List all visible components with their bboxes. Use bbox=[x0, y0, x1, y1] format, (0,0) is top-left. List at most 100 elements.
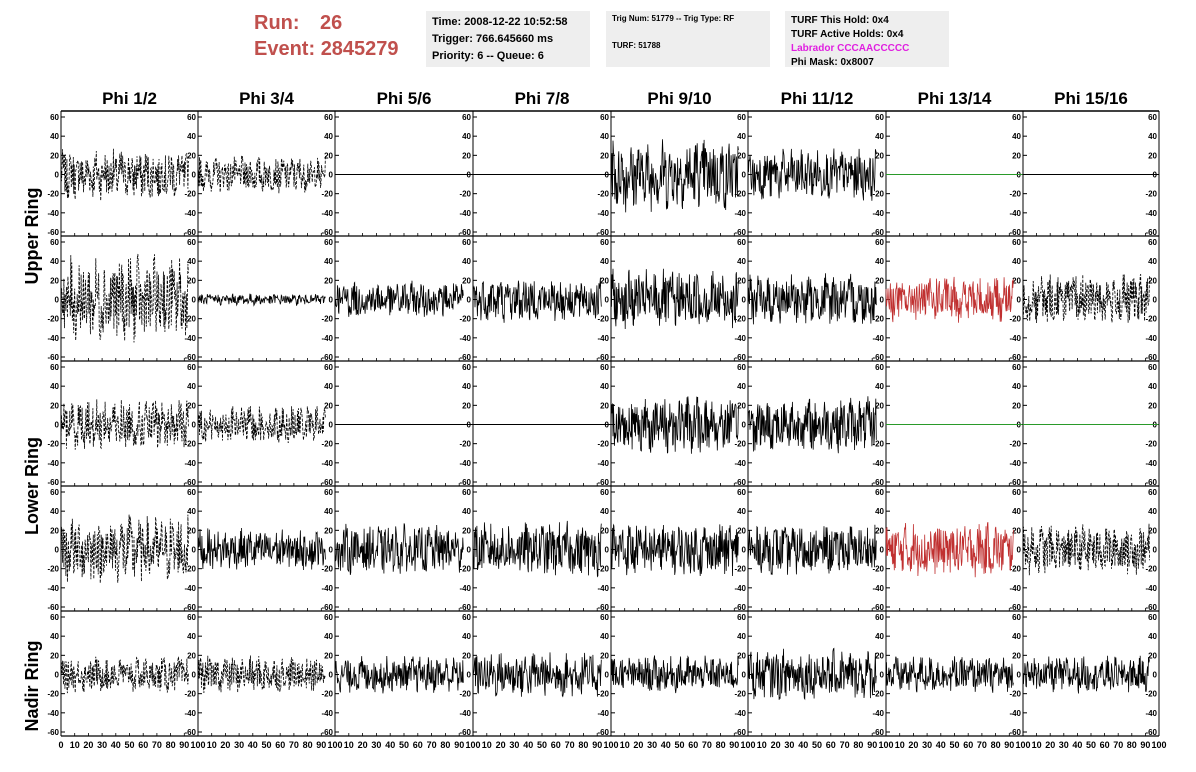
y-tick-label: 20 bbox=[875, 526, 884, 535]
y-tick-label: -20 bbox=[1009, 565, 1021, 574]
x-tick-label: 40 bbox=[248, 740, 258, 750]
run-row: Run: 26 bbox=[254, 10, 399, 36]
x-tick-label: 100 bbox=[1151, 740, 1166, 750]
y-tick-label: -20 bbox=[1145, 565, 1157, 574]
column-header: Phi 13/14 bbox=[918, 89, 992, 108]
y-tick-label: -60 bbox=[184, 728, 196, 737]
y-tick-label: -40 bbox=[321, 709, 333, 718]
y-tick-label: -20 bbox=[597, 565, 609, 574]
y-tick-label: -40 bbox=[47, 334, 59, 343]
y-tick-label: -60 bbox=[459, 228, 471, 237]
y-tick-label: -40 bbox=[321, 334, 333, 343]
x-tick-label: 40 bbox=[936, 740, 946, 750]
turf-active-holds-text: TURF Active Holds: 0x4 bbox=[791, 29, 904, 40]
y-tick-label: -60 bbox=[734, 728, 746, 737]
y-tick-label: 60 bbox=[324, 488, 333, 497]
y-tick-label: 60 bbox=[737, 613, 746, 622]
x-tick-label: 10 bbox=[895, 740, 905, 750]
y-tick-label: -60 bbox=[459, 728, 471, 737]
y-tick-label: 40 bbox=[462, 507, 471, 516]
waveform-trace bbox=[610, 139, 739, 213]
y-tick-label: -40 bbox=[872, 459, 884, 468]
y-tick-label: 60 bbox=[187, 488, 196, 497]
y-tick-label: 60 bbox=[1148, 363, 1157, 372]
y-tick-label: -20 bbox=[734, 565, 746, 574]
y-tick-label: -20 bbox=[459, 440, 471, 449]
y-tick-label: -60 bbox=[597, 353, 609, 362]
y-tick-label: 60 bbox=[324, 613, 333, 622]
y-tick-label: -20 bbox=[184, 690, 196, 699]
waveform-trace bbox=[1022, 274, 1150, 324]
x-tick-label: 40 bbox=[385, 740, 395, 750]
y-tick-label: 0 bbox=[192, 546, 197, 555]
waveform-trace bbox=[197, 155, 326, 194]
y-tick-label: 20 bbox=[875, 401, 884, 410]
x-tick-label: 20 bbox=[358, 740, 368, 750]
y-tick-label: 0 bbox=[1017, 671, 1022, 680]
y-tick-label: -40 bbox=[459, 584, 471, 593]
run-label: Run: bbox=[254, 12, 300, 34]
x-tick-label: 30 bbox=[509, 740, 519, 750]
y-tick-label: 40 bbox=[50, 257, 59, 266]
waveform-trace bbox=[334, 655, 464, 694]
y-tick-label: 20 bbox=[1148, 526, 1157, 535]
y-tick-label: 60 bbox=[737, 238, 746, 247]
y-tick-label: 60 bbox=[875, 238, 884, 247]
y-tick-label: 40 bbox=[1012, 257, 1021, 266]
y-tick-label: -40 bbox=[184, 334, 196, 343]
y-tick-label: 0 bbox=[329, 671, 334, 680]
y-tick-label: -60 bbox=[47, 728, 59, 737]
y-tick-label: 20 bbox=[737, 526, 746, 535]
y-tick-label: -60 bbox=[321, 478, 333, 487]
waveform-trace bbox=[1022, 523, 1150, 576]
x-tick-label: 30 bbox=[97, 740, 107, 750]
waveform-trace bbox=[610, 655, 739, 694]
x-tick-label: 50 bbox=[261, 740, 271, 750]
y-tick-label: 20 bbox=[50, 651, 59, 660]
y-tick-label: 20 bbox=[187, 526, 196, 535]
y-tick-label: -40 bbox=[1145, 209, 1157, 218]
y-tick-label: -60 bbox=[47, 478, 59, 487]
y-tick-label: 20 bbox=[600, 276, 609, 285]
y-tick-label: -60 bbox=[184, 353, 196, 362]
y-tick-label: 0 bbox=[880, 671, 885, 680]
y-tick-label: -60 bbox=[1009, 228, 1021, 237]
y-tick-label: -60 bbox=[1145, 603, 1157, 612]
y-tick-label: -60 bbox=[734, 603, 746, 612]
y-tick-label: 0 bbox=[1017, 296, 1022, 305]
y-tick-label: 0 bbox=[742, 421, 747, 430]
y-tick-label: 20 bbox=[50, 151, 59, 160]
y-tick-label: -40 bbox=[47, 459, 59, 468]
x-tick-label: 80 bbox=[440, 740, 450, 750]
y-tick-label: 60 bbox=[462, 113, 471, 122]
y-tick-label: -40 bbox=[184, 459, 196, 468]
y-tick-label: -20 bbox=[1145, 690, 1157, 699]
y-tick-label: 40 bbox=[600, 257, 609, 266]
y-tick-label: 20 bbox=[737, 276, 746, 285]
y-tick-label: 40 bbox=[462, 632, 471, 641]
y-tick-label: 20 bbox=[1012, 401, 1021, 410]
x-tick-label: 20 bbox=[83, 740, 93, 750]
y-tick-label: 0 bbox=[55, 421, 60, 430]
y-tick-label: -20 bbox=[321, 690, 333, 699]
x-tick-label: 60 bbox=[275, 740, 285, 750]
y-tick-label: 60 bbox=[1148, 613, 1157, 622]
y-tick-label: 20 bbox=[1012, 526, 1021, 535]
y-tick-label: -20 bbox=[872, 190, 884, 199]
x-tick-label: 90 bbox=[867, 740, 877, 750]
x-tick-label: 50 bbox=[949, 740, 959, 750]
y-tick-label: 20 bbox=[187, 276, 196, 285]
y-tick-label: 40 bbox=[462, 382, 471, 391]
column-header: Phi 3/4 bbox=[239, 89, 294, 108]
y-tick-label: -40 bbox=[459, 459, 471, 468]
y-tick-label: 40 bbox=[50, 132, 59, 141]
x-tick-label: 50 bbox=[674, 740, 684, 750]
x-tick-label: 20 bbox=[908, 740, 918, 750]
y-tick-label: -20 bbox=[184, 440, 196, 449]
y-tick-label: -20 bbox=[597, 315, 609, 324]
x-tick-label: 100 bbox=[327, 740, 342, 750]
x-tick-label: 70 bbox=[152, 740, 162, 750]
y-tick-label: 40 bbox=[875, 632, 884, 641]
y-tick-label: 20 bbox=[1148, 276, 1157, 285]
y-tick-label: -40 bbox=[597, 209, 609, 218]
